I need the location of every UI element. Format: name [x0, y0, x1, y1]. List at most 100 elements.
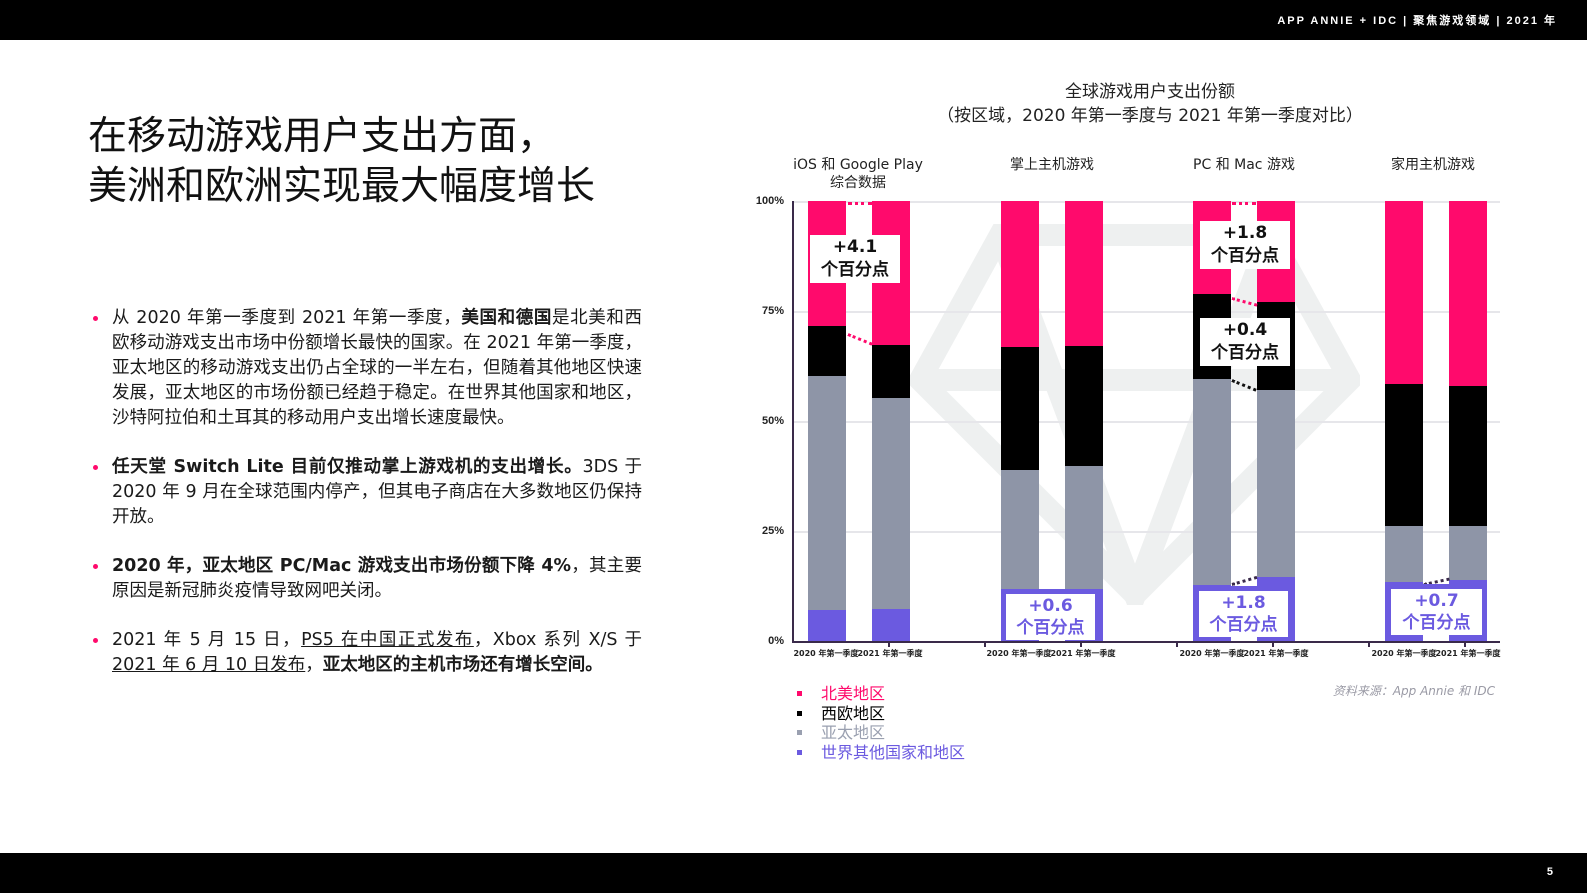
bar-segment	[1385, 384, 1423, 527]
x-tick	[888, 641, 890, 647]
bullet-bold-text: 美国和德国	[461, 308, 553, 328]
bullet-text: ，Xbox 系列 X/S 于	[473, 630, 643, 650]
legend-swatch-icon	[797, 710, 802, 716]
group-label-handheld: 掌上主机游戏	[1010, 157, 1094, 173]
xbox-link[interactable]: 2021 年 6 月 10 日发布	[112, 655, 306, 675]
bullet-text: 2021 年 5 月 15 日，	[112, 630, 302, 650]
bullet-item: 2020 年，亚太地区 PC/Mac 游戏支出市场份额下降 4%，其主要原因是新…	[92, 554, 642, 604]
x-label: 2020 年第一季度	[1179, 649, 1245, 658]
top-header-bar: APP ANNIE + IDC | 聚焦游戏领域 | 2021 年	[0, 0, 1587, 40]
source-note: 资料来源：App Annie 和 IDC	[1332, 684, 1495, 698]
gridline	[792, 201, 1500, 203]
x-label: 2020 年第一季度	[793, 649, 859, 658]
x-tick	[1464, 641, 1466, 647]
x-label: 2020 年第一季度	[1371, 649, 1437, 658]
bullet-item: 2021 年 5 月 15 日，PS5 在中国正式发布，Xbox 系列 X/S …	[92, 628, 642, 678]
x-tick	[1080, 641, 1082, 647]
bar-segment	[872, 608, 910, 641]
bar-segment	[808, 376, 846, 611]
annotation-value: +0.6	[1028, 596, 1073, 616]
page-number: 5	[1546, 866, 1553, 878]
bar-segment	[1449, 526, 1487, 580]
ps5-link[interactable]: PS5 在中国正式发布	[301, 630, 474, 650]
annotation-value: +0.4	[1222, 320, 1268, 340]
annotation-pc-north-america: +1.8 个百分点	[1200, 221, 1290, 269]
bar-segment	[1385, 201, 1423, 385]
bullet-item: 从 2020 年第一季度到 2021 年第一季度，美国和德国是北美和西欧移动游戏…	[92, 306, 642, 431]
annotation-unit: 个百分点	[821, 260, 889, 280]
stacked-bar	[1385, 201, 1423, 641]
y-tick-label: 75%	[761, 305, 784, 317]
stacked-bar	[1065, 201, 1103, 641]
bar-segment	[872, 398, 910, 609]
group-label-console: 家用主机游戏	[1391, 157, 1475, 173]
legend-label: 北美地区	[821, 684, 886, 703]
legend-label: 亚太地区	[821, 723, 886, 742]
gridline	[792, 311, 1500, 313]
annotation-pc-row: +1.8 个百分点	[1194, 586, 1293, 637]
legend-swatch-icon	[797, 749, 802, 755]
bullet-text: ，其主要原因是新冠肺炎疫情导致网吧关闭。	[112, 556, 643, 601]
x-tick	[1272, 641, 1274, 647]
annotation-value: +1.8	[1221, 593, 1266, 613]
annotation-value: +4.1	[832, 237, 878, 257]
bullet-text: 3DS 于 2020 年 9 月在全球范围内停产，但其电子商店在大多数地区仍保持…	[112, 457, 642, 527]
legend-item-north-america: 北美地区	[797, 684, 965, 704]
chart-title: 全球游戏用户支出份额 （按区域，2020 年第一季度与 2021 年第一季度对比…	[900, 80, 1400, 128]
group-label-mobile: iOS 和 Google Play 综合数据	[763, 156, 953, 192]
bullet-text: 从 2020 年第一季度到 2021 年第一季度，	[112, 308, 462, 328]
slide-title-line-2: 美洲和欧洲实现最大幅度增长	[88, 164, 596, 209]
legend-item-western-europe: 西欧地区	[797, 704, 965, 724]
chart-title-main: 全球游戏用户支出份额	[1065, 82, 1235, 102]
stacked-bar	[1449, 201, 1487, 641]
y-tick-label: 0%	[768, 635, 784, 647]
annotation-unit: 个百分点	[1209, 615, 1278, 635]
gridline	[792, 421, 1500, 423]
bar-segment	[808, 325, 846, 377]
bullet-bold-text: 2020 年，亚太地区 PC/Mac 游戏支出市场份额下降 4%	[112, 556, 572, 576]
bullet-list: 从 2020 年第一季度到 2021 年第一季度，美国和德国是北美和西欧移动游戏…	[92, 306, 642, 702]
slide-title: 在移动游戏用户支出方面， 美洲和欧洲实现最大幅度增长	[88, 112, 688, 212]
bar-segment	[1001, 201, 1039, 348]
bullet-bold-text: 任天堂 Switch Lite 目前仅推动掌上游戏机的支出增长。	[112, 457, 583, 477]
bar-segment	[1193, 379, 1231, 586]
group-label-pc-mac: PC 和 Mac 游戏	[1193, 157, 1295, 173]
bullet-text: ，	[305, 655, 323, 675]
bar-segment	[1001, 347, 1039, 470]
bottom-footer-bar: 5	[0, 853, 1587, 893]
x-label: 2021 年第一季度	[1050, 649, 1116, 658]
annotation-value: +1.8	[1222, 223, 1268, 243]
chart-subtitle: （按区域，2020 年第一季度与 2021 年第一季度对比）	[937, 106, 1363, 126]
brand-line: APP ANNIE + IDC | 聚焦游戏领域 | 2021 年	[1277, 15, 1557, 27]
annotation-unit: 个百分点	[1402, 613, 1471, 633]
y-axis	[792, 201, 794, 643]
bullet-item: 任天堂 Switch Lite 目前仅推动掌上游戏机的支出增长。3DS 于 20…	[92, 455, 642, 530]
connector-dots	[1232, 202, 1256, 205]
bullet-text: 是北美和西欧移动游戏支出市场中份额增长最快的国家。在 2021 年第一季度，亚太…	[112, 308, 643, 428]
bar-segment	[1065, 465, 1103, 590]
x-label: 2021 年第一季度	[1243, 649, 1309, 658]
stacked-bar	[1001, 201, 1039, 641]
y-tick-label: 50%	[761, 415, 784, 427]
bar-segment	[1449, 201, 1487, 386]
bar-segment	[808, 610, 846, 641]
legend-swatch-icon	[797, 730, 802, 736]
legend-label: 西欧地区	[821, 703, 886, 723]
x-label: 2021 年第一季度	[1435, 649, 1501, 658]
chart-legend: 北美地区 西欧地区 亚太地区 世界其他国家和地区	[797, 684, 965, 762]
bar-segment	[1065, 346, 1103, 466]
x-axis	[792, 641, 1500, 643]
connector-dots	[848, 202, 872, 205]
annotation-unit: 个百分点	[1211, 343, 1279, 363]
annotation-ios-north-america: +4.1 个百分点	[810, 235, 900, 283]
y-tick-label: 100%	[755, 195, 784, 207]
bar-segment	[1257, 390, 1295, 578]
x-label: 2021 年第一季度	[857, 649, 923, 658]
x-tick	[1368, 641, 1370, 647]
annotation-pc-western-europe: +0.4 个百分点	[1200, 318, 1290, 366]
annotation-unit: 个百分点	[1211, 246, 1279, 266]
group-label-line: 综合数据	[830, 175, 886, 191]
annotation-handheld-row: +0.6 个百分点	[1001, 589, 1100, 640]
annotation-console-row: +0.7 个百分点	[1386, 584, 1487, 635]
legend-label: 世界其他国家和地区	[821, 742, 966, 762]
